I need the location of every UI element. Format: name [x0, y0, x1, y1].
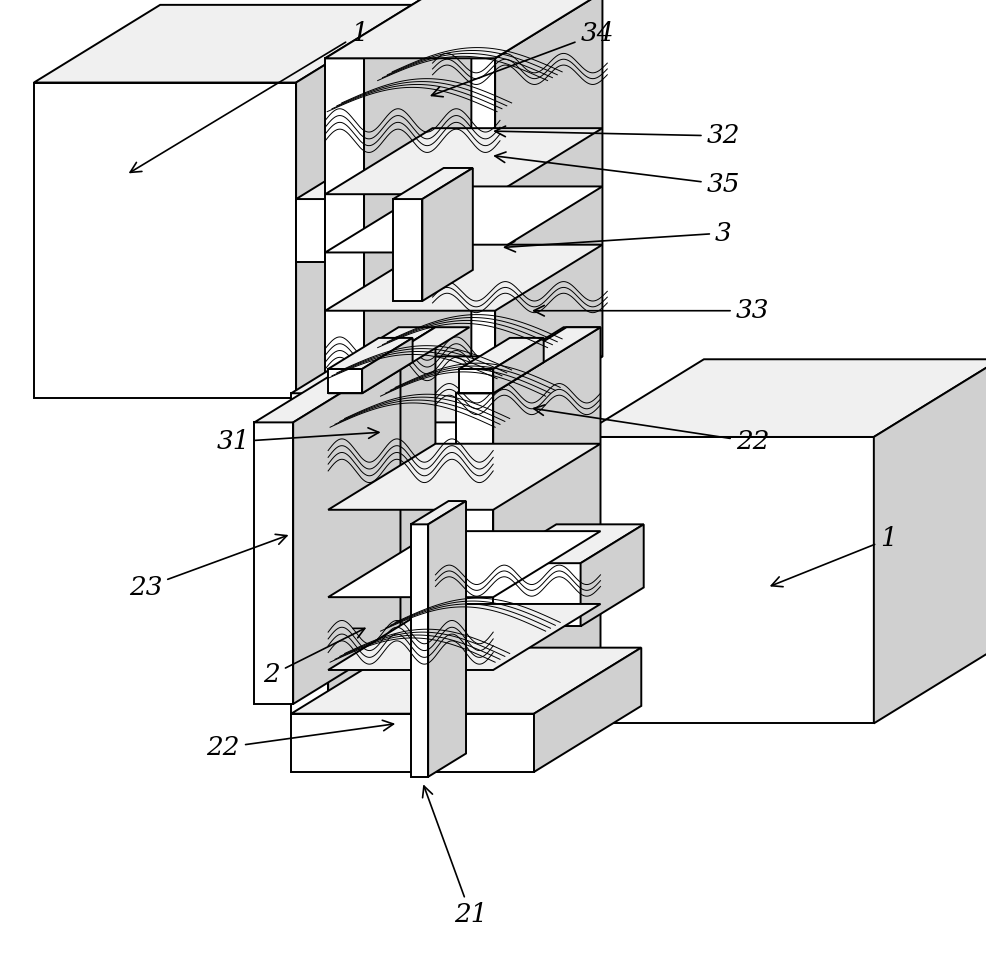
Text: 22: 22: [534, 405, 769, 454]
Polygon shape: [328, 531, 600, 597]
Polygon shape: [411, 501, 466, 524]
Polygon shape: [296, 145, 414, 199]
Polygon shape: [296, 5, 422, 398]
Polygon shape: [325, 0, 602, 58]
Polygon shape: [325, 356, 602, 422]
Polygon shape: [291, 714, 534, 772]
Text: 35: 35: [495, 152, 740, 197]
Polygon shape: [422, 168, 473, 301]
Polygon shape: [578, 359, 1000, 437]
Polygon shape: [34, 83, 296, 398]
Polygon shape: [254, 356, 400, 422]
Polygon shape: [456, 58, 495, 422]
Polygon shape: [325, 0, 471, 58]
Polygon shape: [325, 186, 602, 252]
Polygon shape: [325, 58, 364, 422]
Polygon shape: [325, 145, 414, 262]
Polygon shape: [456, 393, 493, 719]
Text: 1: 1: [130, 21, 368, 173]
Text: 33: 33: [534, 298, 769, 323]
Polygon shape: [493, 524, 644, 563]
Polygon shape: [411, 524, 428, 777]
Polygon shape: [325, 128, 602, 194]
Text: 1: 1: [771, 526, 897, 586]
Polygon shape: [428, 501, 466, 777]
Text: 31: 31: [216, 428, 379, 454]
Polygon shape: [291, 648, 641, 714]
Polygon shape: [495, 0, 602, 422]
Polygon shape: [296, 199, 325, 262]
Polygon shape: [328, 338, 413, 369]
Polygon shape: [364, 0, 471, 422]
Polygon shape: [493, 563, 581, 626]
Polygon shape: [493, 327, 600, 719]
Polygon shape: [328, 444, 600, 510]
Polygon shape: [581, 524, 644, 626]
Polygon shape: [393, 168, 473, 199]
Polygon shape: [874, 359, 1000, 723]
Text: 21: 21: [423, 786, 488, 927]
Polygon shape: [328, 604, 600, 670]
Polygon shape: [459, 369, 493, 393]
Polygon shape: [459, 327, 600, 393]
Polygon shape: [293, 356, 400, 704]
Text: 3: 3: [505, 220, 732, 251]
Polygon shape: [325, 245, 602, 311]
Polygon shape: [459, 338, 544, 369]
Polygon shape: [393, 199, 422, 301]
Polygon shape: [291, 393, 328, 719]
Polygon shape: [328, 327, 435, 719]
Polygon shape: [493, 338, 544, 393]
Polygon shape: [456, 327, 600, 393]
Text: 32: 32: [495, 123, 740, 149]
Polygon shape: [34, 5, 422, 83]
Text: 23: 23: [129, 534, 287, 600]
Polygon shape: [534, 648, 641, 772]
Polygon shape: [328, 369, 362, 393]
Polygon shape: [456, 0, 602, 58]
Polygon shape: [328, 327, 469, 393]
Polygon shape: [578, 437, 874, 723]
Text: 2: 2: [263, 628, 365, 687]
Text: 34: 34: [432, 21, 614, 97]
Polygon shape: [362, 338, 413, 393]
Polygon shape: [254, 422, 293, 704]
Polygon shape: [291, 327, 435, 393]
Text: 22: 22: [207, 720, 393, 760]
